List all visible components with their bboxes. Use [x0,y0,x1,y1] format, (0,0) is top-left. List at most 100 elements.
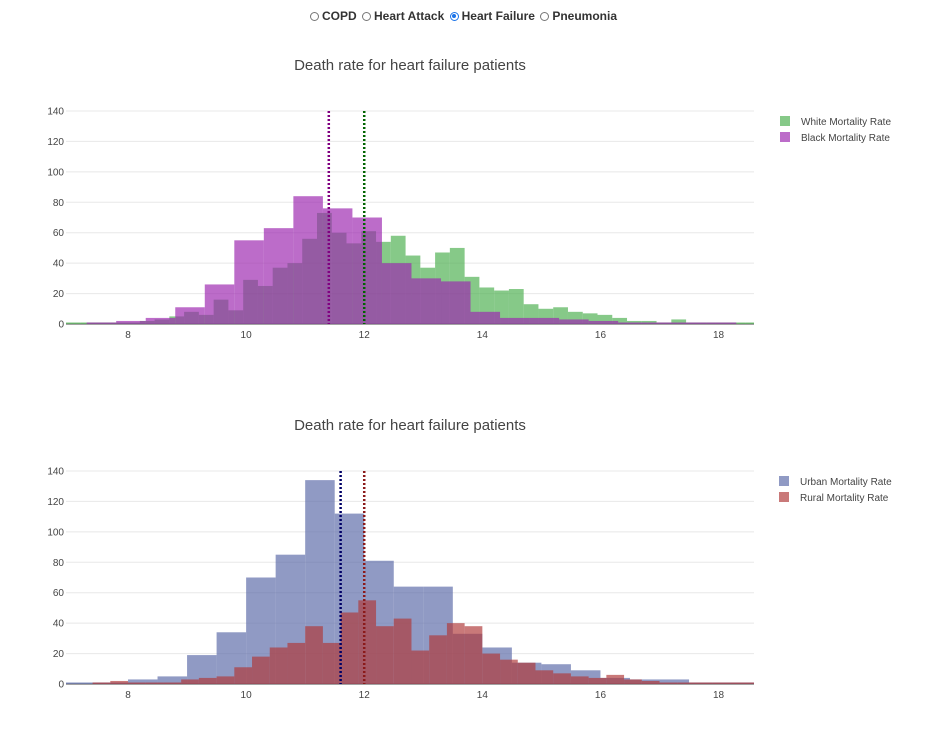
x-tick-label: 14 [477,690,489,701]
histogram-bar [411,278,442,324]
radio-pneumonia-circle[interactable] [540,11,550,21]
histogram-bar [745,322,754,324]
histogram-bar [293,196,323,324]
histogram-bar [376,626,394,684]
x-tick-label: 12 [359,330,371,341]
urban-rural-histogram-chart: Death rate for heart failure patients 0 20… [0,400,927,740]
histogram-bar [116,320,146,324]
histogram-bar [128,679,158,684]
histogram-bar [287,642,306,684]
histogram-bar [269,647,288,684]
y-tick-label: 40 [53,259,65,270]
histogram-bar [464,626,483,684]
histogram-bar [730,322,746,324]
histogram-bar [597,314,613,324]
histogram-bar [500,659,518,684]
y-tick-label: 100 [47,527,64,538]
y-tick-label: 40 [53,619,65,630]
histogram-bar [322,642,341,684]
histogram-bar [181,679,199,684]
legend-swatch[interactable] [779,492,789,502]
histogram-bar [624,679,642,684]
histogram-bar [482,653,501,684]
radio-pneumonia[interactable]: Pneumonia [540,9,617,23]
histogram-bar [381,263,412,324]
histogram-bar [358,600,377,684]
disease-selector: COPD Heart Attack Heart Failure Pneumoni… [0,9,927,24]
histogram-bar [411,650,430,684]
histogram-bar [198,677,217,684]
x-tick-label: 12 [359,690,371,701]
y-tick-label: 60 [53,228,65,239]
y-tick-label: 120 [47,137,64,148]
y-tick-label: 0 [58,320,64,331]
histogram-bar [234,240,264,324]
legend-label[interactable]: Urban Mortality Rate [800,477,892,488]
histogram-bar [175,307,205,324]
legend-swatch[interactable] [780,132,790,142]
chart-title: Death rate for heart failure patients [294,417,526,434]
series-1 [92,600,754,684]
radio-pneumonia-label: Pneumonia [552,9,617,23]
histogram-bar [446,623,465,684]
histogram-bar [92,682,111,684]
histogram-bar [66,322,81,324]
radio-heart-failure[interactable]: Heart Failure [449,9,535,23]
histogram-bar [352,217,382,324]
histogram-bar [706,322,737,324]
histogram-bar [659,682,678,684]
radio-heart-failure-circle[interactable] [449,11,459,21]
y-tick-label: 20 [53,289,65,300]
histogram-bar [677,322,707,324]
y-tick-label: 60 [53,588,65,599]
x-tick-label: 8 [125,690,131,701]
histogram-bar [145,317,176,324]
x-tick-label: 16 [595,330,607,341]
histogram-bar [252,656,270,684]
histogram-bar [322,208,353,324]
histogram-bar [508,289,524,324]
race-histogram-chart: Death rate for heart failure patients 0 20… [0,40,927,380]
histogram-bar [588,320,619,324]
radio-copd[interactable]: COPD [310,9,357,23]
histogram-bar [340,612,359,684]
urban-rural-histogram-svg: Death rate for heart failure patients 0 20… [47,417,892,701]
histogram-bar [216,676,235,684]
histogram-bar [712,682,731,684]
histogram-bar [305,626,323,684]
histogram-bar [163,682,182,684]
histogram-bar [647,322,678,324]
y-tick-label: 100 [47,167,64,178]
radio-heart-attack-circle[interactable] [362,11,372,21]
histogram-bar [677,682,695,684]
legend-swatch[interactable] [779,476,789,486]
legend-swatch[interactable] [780,116,790,126]
histogram-bar [157,676,188,684]
legend-label[interactable]: Rural Mortality Rate [800,493,889,504]
histogram-bar [671,319,687,324]
histogram-bar [145,682,164,684]
radio-heart-failure-label: Heart Failure [461,9,535,23]
race-histogram-svg: Death rate for heart failure patients 0 20… [47,57,891,341]
histogram-bar [618,322,648,324]
x-tick-label: 10 [241,330,253,341]
histogram-bar [588,677,607,684]
radio-copd-circle[interactable] [310,11,319,21]
histogram-bar [517,662,536,684]
histogram-bar [66,682,99,684]
histogram-bar [393,618,412,684]
histogram-bar [559,319,589,324]
x-tick-label: 10 [241,690,253,701]
y-tick-label: 140 [47,107,64,118]
histogram-bar [694,682,713,684]
radio-heart-attack[interactable]: Heart Attack [362,9,444,23]
y-tick-label: 20 [53,649,65,660]
legend-label[interactable]: Black Mortality Rate [801,133,890,144]
histogram-bar [659,679,690,684]
histogram-bar [441,281,471,324]
histogram-bar [110,680,129,684]
histogram-bar [730,682,754,684]
histogram-bar [570,676,589,684]
x-tick-label: 18 [713,690,725,701]
legend-label[interactable]: White Mortality Rate [801,117,891,128]
